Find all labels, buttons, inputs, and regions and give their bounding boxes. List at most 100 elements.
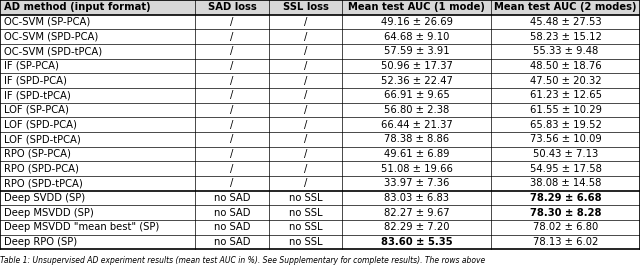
Bar	[195, 132, 269, 147]
Text: 50.43 ± 7.13: 50.43 ± 7.13	[533, 149, 598, 159]
Bar	[269, 117, 342, 132]
Bar	[195, 44, 269, 59]
Text: 38.08 ± 14.58: 38.08 ± 14.58	[530, 178, 602, 188]
Bar	[0, 0, 195, 15]
Bar	[492, 29, 640, 44]
Text: OC-SVM (SP-PCA): OC-SVM (SP-PCA)	[4, 17, 90, 27]
Bar	[492, 161, 640, 176]
Bar	[342, 205, 492, 220]
Bar	[0, 132, 195, 147]
Text: Deep RPO (SP): Deep RPO (SP)	[4, 237, 77, 247]
Text: 78.13 ± 6.02: 78.13 ± 6.02	[533, 237, 598, 247]
Text: /: /	[304, 90, 307, 100]
Text: 49.61 ± 6.89: 49.61 ± 6.89	[384, 149, 449, 159]
Bar	[195, 117, 269, 132]
Bar	[342, 191, 492, 205]
Bar	[269, 15, 342, 29]
Text: no SSL: no SSL	[289, 237, 323, 247]
Bar	[492, 220, 640, 235]
Text: /: /	[304, 164, 307, 174]
Text: 51.08 ± 19.66: 51.08 ± 19.66	[381, 164, 452, 174]
Text: Deep MSVDD "mean best" (SP): Deep MSVDD "mean best" (SP)	[4, 222, 159, 232]
Text: 56.80 ± 2.38: 56.80 ± 2.38	[384, 105, 449, 115]
Bar	[0, 235, 195, 249]
Bar	[342, 59, 492, 73]
Bar	[492, 132, 640, 147]
Bar	[195, 73, 269, 88]
Text: /: /	[304, 105, 307, 115]
Bar	[342, 44, 492, 59]
Bar	[342, 161, 492, 176]
Bar	[195, 191, 269, 205]
Text: no SSL: no SSL	[289, 208, 323, 218]
Text: IF (SPD-PCA): IF (SPD-PCA)	[4, 76, 67, 86]
Text: /: /	[230, 32, 234, 42]
Text: Deep MSVDD (SP): Deep MSVDD (SP)	[4, 208, 93, 218]
Bar	[342, 147, 492, 161]
Text: /: /	[230, 149, 234, 159]
Bar	[342, 0, 492, 15]
Text: 55.33 ± 9.48: 55.33 ± 9.48	[533, 46, 598, 56]
Bar	[195, 220, 269, 235]
Text: LOF (SP-PCA): LOF (SP-PCA)	[4, 105, 68, 115]
Text: no SSL: no SSL	[289, 193, 323, 203]
Text: 33.97 ± 7.36: 33.97 ± 7.36	[384, 178, 449, 188]
Text: no SAD: no SAD	[214, 222, 250, 232]
Bar	[269, 44, 342, 59]
Text: no SSL: no SSL	[289, 222, 323, 232]
Text: RPO (SPD-tPCA): RPO (SPD-tPCA)	[4, 178, 83, 188]
Text: 50.96 ± 17.37: 50.96 ± 17.37	[381, 61, 452, 71]
Text: no SAD: no SAD	[214, 208, 250, 218]
Bar	[492, 73, 640, 88]
Bar	[269, 176, 342, 191]
Text: /: /	[304, 46, 307, 56]
Text: 47.50 ± 20.32: 47.50 ± 20.32	[530, 76, 602, 86]
Text: 65.83 ± 19.52: 65.83 ± 19.52	[530, 120, 602, 130]
Text: /: /	[230, 76, 234, 86]
Text: AD method (input format): AD method (input format)	[4, 2, 150, 12]
Bar	[0, 205, 195, 220]
Bar	[269, 191, 342, 205]
Bar	[492, 147, 640, 161]
Bar	[342, 29, 492, 44]
Bar	[269, 29, 342, 44]
Text: /: /	[304, 61, 307, 71]
Bar	[492, 0, 640, 15]
Text: /: /	[230, 61, 234, 71]
Bar	[0, 29, 195, 44]
Text: /: /	[230, 46, 234, 56]
Bar	[269, 88, 342, 103]
Text: 73.56 ± 10.09: 73.56 ± 10.09	[530, 134, 602, 144]
Bar	[0, 147, 195, 161]
Text: /: /	[230, 178, 234, 188]
Text: 83.03 ± 6.83: 83.03 ± 6.83	[384, 193, 449, 203]
Text: 49.16 ± 26.69: 49.16 ± 26.69	[381, 17, 453, 27]
Bar	[269, 220, 342, 235]
Bar	[0, 73, 195, 88]
Bar	[195, 176, 269, 191]
Bar	[492, 117, 640, 132]
Bar	[269, 147, 342, 161]
Text: /: /	[230, 120, 234, 130]
Text: Table 1: Unsupervised AD experiment results (mean test AUC in %). See Supplement: Table 1: Unsupervised AD experiment resu…	[0, 256, 485, 265]
Text: /: /	[304, 17, 307, 27]
Bar	[269, 235, 342, 249]
Text: LOF (SPD-PCA): LOF (SPD-PCA)	[4, 120, 77, 130]
Bar	[342, 117, 492, 132]
Bar	[195, 205, 269, 220]
Bar	[492, 44, 640, 59]
Text: /: /	[304, 178, 307, 188]
Text: 82.27 ± 9.67: 82.27 ± 9.67	[384, 208, 450, 218]
Bar	[195, 235, 269, 249]
Text: 45.48 ± 27.53: 45.48 ± 27.53	[530, 17, 602, 27]
Bar	[269, 132, 342, 147]
Bar	[195, 59, 269, 73]
Bar	[269, 205, 342, 220]
Bar	[195, 161, 269, 176]
Bar	[492, 176, 640, 191]
Text: no SAD: no SAD	[214, 237, 250, 247]
Text: OC-SVM (SPD-PCA): OC-SVM (SPD-PCA)	[4, 32, 98, 42]
Bar	[195, 147, 269, 161]
Bar	[269, 103, 342, 117]
Bar	[342, 176, 492, 191]
